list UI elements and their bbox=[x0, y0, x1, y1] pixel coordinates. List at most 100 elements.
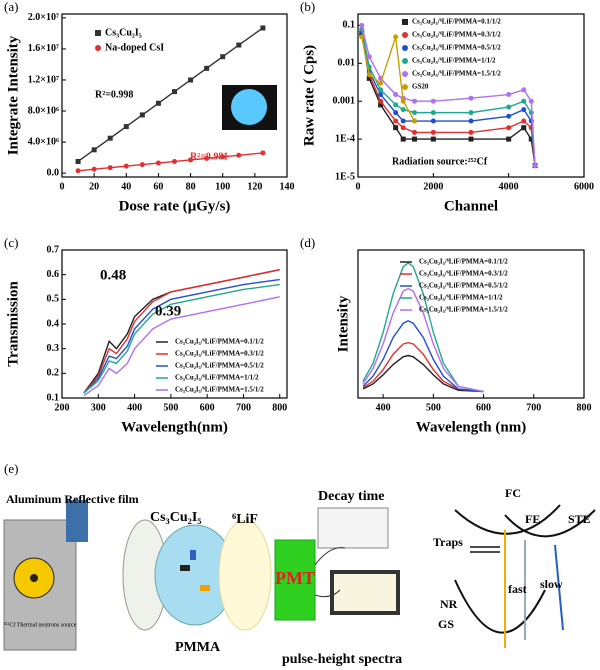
marker bbox=[378, 98, 384, 104]
legend-label: Cs₃Cu₂I₅/⁶LiF/PMMA=0.5/1/2 bbox=[175, 362, 264, 370]
grain bbox=[180, 565, 190, 571]
marker bbox=[468, 95, 474, 101]
x-tick-label: 100 bbox=[215, 181, 230, 192]
marker bbox=[107, 135, 113, 141]
marker bbox=[366, 54, 372, 60]
y-tick-label: 1E-5 bbox=[335, 171, 355, 182]
legend-marker bbox=[402, 32, 408, 38]
x-tick-label: 80 bbox=[186, 181, 196, 192]
crystal-label: Cs₃Cu₂I₅ bbox=[150, 510, 202, 525]
inset-glow bbox=[231, 89, 267, 125]
marker bbox=[506, 125, 512, 131]
panel-label: (a) bbox=[4, 0, 18, 14]
oscilloscope bbox=[317, 507, 389, 549]
legend-label: Cs₃Cu₂I₅/⁶LiF/PMMA=1.5/1/2 bbox=[412, 70, 501, 78]
diagram: (e) ²⁵²Cf Thermal neutrons source PMT Al… bbox=[3, 461, 596, 667]
marker bbox=[532, 163, 538, 169]
annotation: 0.39 bbox=[155, 303, 181, 319]
marker bbox=[528, 136, 534, 142]
y-axis-label: Intensity bbox=[335, 295, 351, 352]
legend-label: Na-doped CsI bbox=[105, 42, 164, 53]
series-line bbox=[83, 278, 280, 394]
traps-label: Traps bbox=[433, 535, 463, 549]
marker bbox=[366, 75, 372, 81]
y-tick-label: 1.6×10⁷ bbox=[28, 43, 59, 54]
legend-marker bbox=[402, 84, 408, 90]
marker bbox=[260, 25, 266, 31]
x-tick-label: 300 bbox=[91, 402, 106, 413]
y-tick-label: 2.0×10⁷ bbox=[28, 12, 59, 23]
marker bbox=[430, 136, 436, 142]
marker bbox=[393, 34, 399, 40]
marker bbox=[400, 136, 406, 142]
pmt-label: PMT bbox=[275, 568, 315, 588]
y-tick-label: 0.5 bbox=[47, 294, 60, 305]
pmma-label: PMMA bbox=[175, 640, 221, 655]
y-tick-label: 0.4 bbox=[47, 318, 60, 329]
marker bbox=[172, 158, 177, 164]
marker bbox=[468, 129, 474, 135]
marker bbox=[378, 87, 384, 93]
x-tick-label: 4000 bbox=[499, 181, 519, 192]
marker bbox=[366, 72, 372, 78]
marker bbox=[359, 34, 365, 40]
marker bbox=[155, 160, 161, 166]
marker bbox=[139, 162, 145, 168]
x-tick-label: 700 bbox=[236, 402, 251, 413]
marker bbox=[430, 110, 436, 116]
x-tick-label: 400 bbox=[376, 402, 391, 413]
lif-label: ⁶LiF bbox=[232, 512, 258, 527]
fast-label: fast bbox=[508, 582, 527, 596]
x-tick-label: 600 bbox=[476, 402, 491, 413]
y-tick-label: 0.001 bbox=[333, 96, 356, 107]
marker bbox=[506, 104, 512, 110]
legend-label: Cs₃Cu₂I₅/⁶LiF/PMMA=0.3/1/2 bbox=[175, 350, 264, 358]
series-line bbox=[83, 269, 280, 394]
y-tick-label: 0.2 bbox=[47, 368, 60, 379]
y-tick-label: 1.2×10⁷ bbox=[28, 74, 59, 85]
plot-frame bbox=[357, 13, 585, 178]
ste-curve bbox=[504, 509, 596, 538]
x-tick-label: 20 bbox=[89, 181, 99, 192]
fe-label: FE bbox=[525, 512, 540, 526]
y-axis-label: Transmission bbox=[5, 281, 21, 367]
legend-label: Cs₃Cu₂I₅/⁶LiF/PMMA=0.5/1/2 bbox=[419, 282, 508, 290]
x-tick-label: 140 bbox=[280, 181, 295, 192]
grain bbox=[200, 585, 210, 591]
marker bbox=[506, 113, 512, 119]
marker bbox=[468, 136, 474, 142]
legend-label: Cs₃Cu₂I₅/⁶LiF/PMMA=1.5/1/2 bbox=[175, 386, 264, 394]
x-tick-label: 0 bbox=[60, 181, 65, 192]
legend-label: Cs₃Cu₂I₅/⁶LiF/PMMA=1.5/1/2 bbox=[419, 306, 508, 314]
marker bbox=[204, 65, 210, 71]
panel-label: (c) bbox=[4, 235, 18, 250]
marker bbox=[75, 158, 81, 164]
plot-frame bbox=[61, 13, 288, 178]
marker bbox=[75, 168, 81, 174]
marker bbox=[91, 166, 97, 172]
marker bbox=[400, 98, 406, 104]
marker bbox=[378, 92, 384, 98]
legend-label: Cs₃Cu₂I₅/⁶LiF/PMMA=1/1/2 bbox=[412, 57, 496, 65]
series-line bbox=[362, 341, 484, 393]
marker bbox=[220, 54, 226, 60]
legend-label: GS20 bbox=[412, 83, 429, 91]
x-tick-label: 800 bbox=[272, 402, 287, 413]
marker bbox=[506, 136, 512, 142]
legend-marker bbox=[95, 45, 101, 51]
marker bbox=[528, 98, 534, 104]
marker bbox=[123, 163, 129, 169]
marker bbox=[430, 98, 436, 104]
x-axis-label: Dose rate (μGy/s) bbox=[119, 198, 231, 214]
marker bbox=[430, 129, 436, 135]
marker bbox=[521, 125, 527, 131]
legend-marker bbox=[402, 19, 408, 25]
marker bbox=[393, 110, 399, 116]
legend-marker bbox=[402, 58, 408, 64]
plot-frame bbox=[357, 249, 585, 399]
y-tick-label: 0.3 bbox=[47, 343, 60, 354]
marker bbox=[400, 125, 406, 131]
x-tick-label: 0 bbox=[356, 181, 361, 192]
marker bbox=[400, 118, 406, 124]
